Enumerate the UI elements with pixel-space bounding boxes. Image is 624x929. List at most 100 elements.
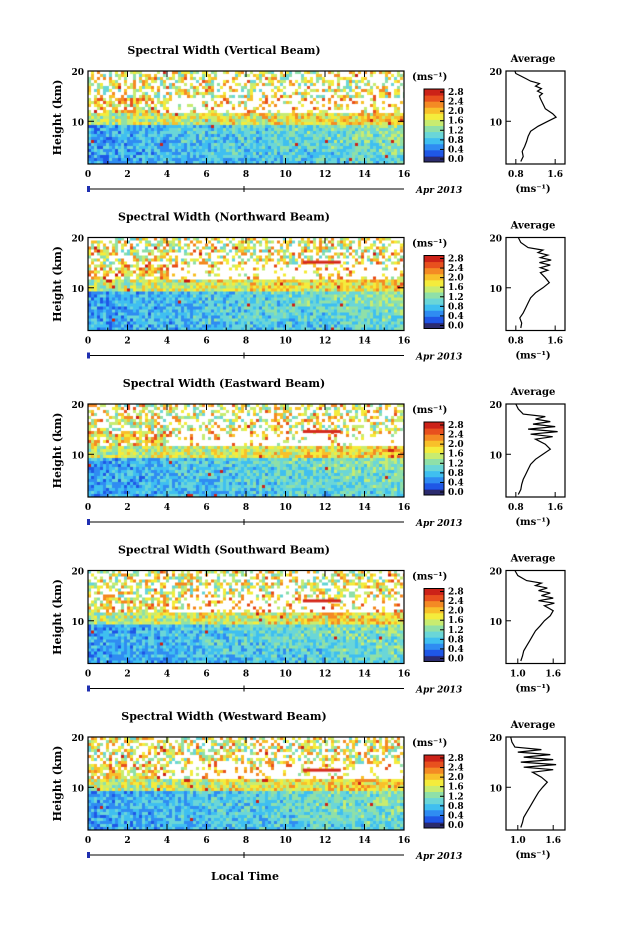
colorbar-unit: (ms⁻¹)	[412, 405, 447, 416]
colorbar-unit: (ms⁻¹)	[412, 738, 447, 749]
heatmap-image	[88, 570, 404, 664]
avg-y-tick-label: 20	[489, 734, 502, 744]
colorbar-tick-label: 0.8	[448, 635, 464, 645]
colorbar-unit: (ms⁻¹)	[412, 72, 447, 83]
avg-title: Average	[510, 387, 556, 398]
x-tick-label: 16	[398, 670, 411, 680]
x-tick-label: 14	[358, 836, 371, 846]
x-tick-label: 0	[85, 170, 91, 180]
avg-frame	[505, 569, 566, 665]
date-label: Apr 2013	[415, 686, 462, 696]
colorbar-segment	[424, 755, 444, 762]
x-tick-label: 4	[164, 503, 170, 513]
date-marker	[87, 852, 90, 858]
y-axis-label: Height (km)	[51, 80, 64, 156]
panel-title: Spectral Width (Eastward Beam)	[123, 377, 325, 390]
colorbar-segment	[424, 779, 444, 786]
avg-frame	[505, 70, 566, 165]
colorbar-tick-label: 2.4	[448, 597, 464, 607]
colorbar-segment	[424, 637, 444, 644]
x-tick-label: 0	[85, 670, 91, 680]
colorbar-tick-label: 0.4	[448, 645, 464, 655]
colorbar-segment	[424, 631, 444, 638]
avg-profile-line	[514, 570, 555, 662]
avg-x-label: (ms⁻¹)	[515, 184, 550, 195]
colorbar-segment	[424, 452, 444, 459]
colorbar-tick-label: 1.6	[448, 283, 464, 293]
colorbar-frame	[423, 88, 445, 163]
avg-x-label: (ms⁻¹)	[515, 684, 550, 695]
colorbar-segment	[424, 458, 444, 466]
avg-title: Average	[510, 720, 556, 731]
x-tick-label: 8	[243, 337, 249, 347]
x-tick-label: 10	[279, 337, 292, 347]
colorbar-segment	[424, 785, 444, 792]
colorbar-segment	[424, 606, 444, 614]
avg-x-tick-label: 0.8	[508, 170, 524, 180]
colorbar-tick-label: 1.2	[448, 126, 464, 136]
x-tick-label: 6	[203, 503, 209, 513]
colorbar-tick-label: 2.4	[448, 264, 464, 274]
colorbar-tick-label: 2.0	[448, 274, 464, 284]
colorbar-tick-label: 1.6	[448, 616, 464, 626]
colorbar-segment	[424, 95, 444, 102]
colorbar-segment	[424, 292, 444, 299]
colorbar-segment	[424, 803, 444, 811]
colorbar-segment	[424, 649, 444, 656]
chart-panel-4: Spectral Width (Westward Beam)1020Height…	[51, 710, 566, 862]
avg-x-tick-label: 1.6	[545, 836, 561, 846]
x-tick-label: 12	[319, 836, 332, 846]
x-tick-label: 14	[358, 170, 371, 180]
avg-frame	[505, 236, 566, 332]
y-axis-label: Height (km)	[51, 246, 64, 322]
x-tick-label: 10	[279, 670, 292, 680]
colorbar-segment	[424, 131, 444, 139]
avg-frame	[505, 736, 566, 831]
colorbar-segment	[424, 125, 444, 133]
date-marker	[87, 352, 90, 359]
avg-x-tick-label: 1.6	[547, 503, 563, 513]
y-tick-label: 10	[71, 285, 84, 295]
colorbar-tick-label: 2.0	[448, 440, 464, 450]
date-label: Apr 2013	[415, 186, 462, 196]
colorbar-tick-label: 0.0	[448, 821, 464, 831]
colorbar-segment	[424, 625, 444, 632]
heatmap-image	[88, 737, 404, 830]
colorbar-tick-label: 0.0	[448, 655, 464, 665]
panel-title: Spectral Width (Vertical Beam)	[127, 44, 320, 57]
avg-x-tick-label: 1.0	[510, 670, 526, 680]
colorbar-frame	[423, 421, 445, 496]
avg-x-tick-label: 1.0	[510, 836, 526, 846]
colorbar-segment	[424, 285, 444, 293]
colorbar-segment	[424, 143, 444, 151]
y-axis-label: Height (km)	[51, 413, 64, 489]
x-tick-label: 12	[319, 503, 332, 513]
x-tick-label: 6	[203, 836, 209, 846]
x-tick-label: 12	[319, 170, 332, 180]
colorbar-segment	[424, 273, 444, 281]
colorbar-segment	[424, 279, 444, 287]
x-tick-label: 4	[164, 670, 170, 680]
colorbar-tick-label: 1.2	[448, 792, 464, 802]
date-marker	[87, 186, 90, 192]
date-label: Apr 2013	[415, 519, 462, 529]
colorbar-tick-label: 2.8	[448, 754, 464, 764]
date-marker	[87, 519, 90, 525]
heatmap-image	[88, 71, 404, 164]
x-tick-label: 8	[243, 670, 249, 680]
colorbar-tick-label: 1.2	[448, 626, 464, 636]
colorbar-segment	[424, 107, 444, 114]
colorbar-segment	[424, 761, 444, 768]
x-tick-label: 2	[124, 670, 130, 680]
colorbar-base	[424, 157, 444, 162]
colorbar-segment	[424, 600, 444, 608]
x-tick-label: 10	[279, 503, 292, 513]
colorbar-segment	[424, 267, 444, 275]
avg-y-tick-label: 20	[489, 401, 502, 411]
x-tick-label: 10	[279, 170, 292, 180]
colorbar-tick-label: 2.4	[448, 98, 464, 108]
x-tick-label: 2	[124, 503, 130, 513]
y-tick-label: 10	[71, 784, 84, 794]
chart-panel-1: Spectral Width (Northward Beam)1020Heigh…	[51, 211, 566, 363]
